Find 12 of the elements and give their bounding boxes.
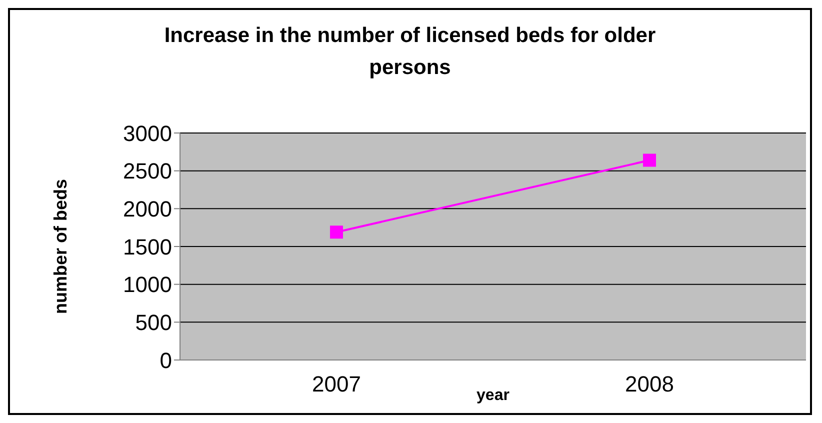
x-tick-label: 2008 xyxy=(625,372,674,397)
chart-title: Increase in the number of licensed beds for older persons xyxy=(163,23,657,81)
x-tick-label: 2007 xyxy=(312,372,361,397)
x-axis-title: year xyxy=(476,387,510,404)
y-tick-label: 1500 xyxy=(123,234,172,260)
y-tick-label: 0 xyxy=(160,348,172,373)
y-tick-label: 3000 xyxy=(123,120,172,146)
y-axis-title: number of beds xyxy=(50,178,70,314)
y-tick-label: 2500 xyxy=(123,158,172,184)
y-tick-label: 2000 xyxy=(123,196,172,222)
y-tick-label: 500 xyxy=(135,310,172,335)
y-tick-label: 1000 xyxy=(123,272,172,298)
